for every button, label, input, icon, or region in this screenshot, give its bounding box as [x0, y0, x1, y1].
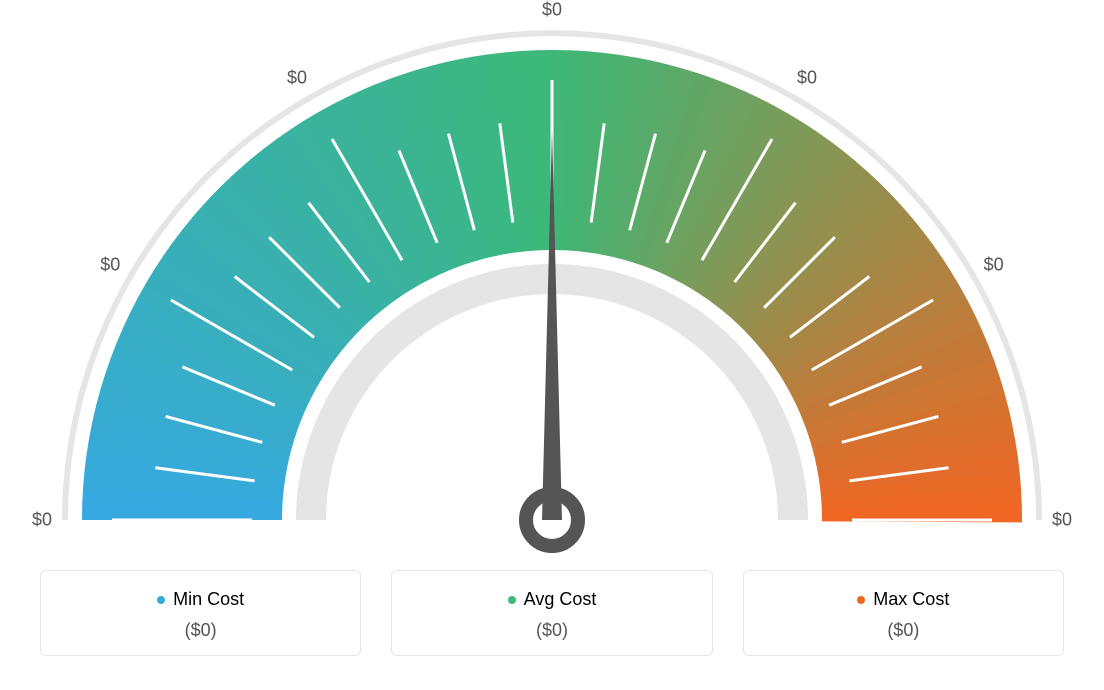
- legend-card-max: Max Cost ($0): [743, 570, 1064, 656]
- gauge-axis-label: $0: [542, 0, 562, 21]
- gauge-axis-label: $0: [1052, 510, 1072, 531]
- legend-title-avg: Avg Cost: [508, 589, 597, 610]
- legend-card-avg: Avg Cost ($0): [391, 570, 712, 656]
- legend-value-max: ($0): [744, 620, 1063, 641]
- legend-label-avg: Avg Cost: [524, 589, 597, 610]
- gauge-axis-label: $0: [287, 68, 307, 89]
- gauge-axis-label: $0: [797, 68, 817, 89]
- legend-label-max: Max Cost: [873, 589, 949, 610]
- legend-dot-min: [157, 596, 165, 604]
- gauge-area: $0 $0 $0 $0 $0 $0 $0: [0, 0, 1104, 560]
- gauge-chart-container: $0 $0 $0 $0 $0 $0 $0 Min Cost ($0) Avg Cost ($…: [0, 0, 1104, 690]
- gauge-svg: [0, 0, 1104, 560]
- gauge-axis-label: $0: [100, 255, 120, 276]
- legend-value-avg: ($0): [392, 620, 711, 641]
- gauge-axis-label: $0: [984, 255, 1004, 276]
- legend-card-min: Min Cost ($0): [40, 570, 361, 656]
- gauge-axis-label: $0: [32, 510, 52, 531]
- legend-row: Min Cost ($0) Avg Cost ($0) Max Cost ($0…: [0, 570, 1104, 656]
- legend-label-min: Min Cost: [173, 589, 244, 610]
- legend-title-min: Min Cost: [157, 589, 244, 610]
- legend-dot-avg: [508, 596, 516, 604]
- legend-value-min: ($0): [41, 620, 360, 641]
- legend-dot-max: [857, 596, 865, 604]
- legend-title-max: Max Cost: [857, 589, 949, 610]
